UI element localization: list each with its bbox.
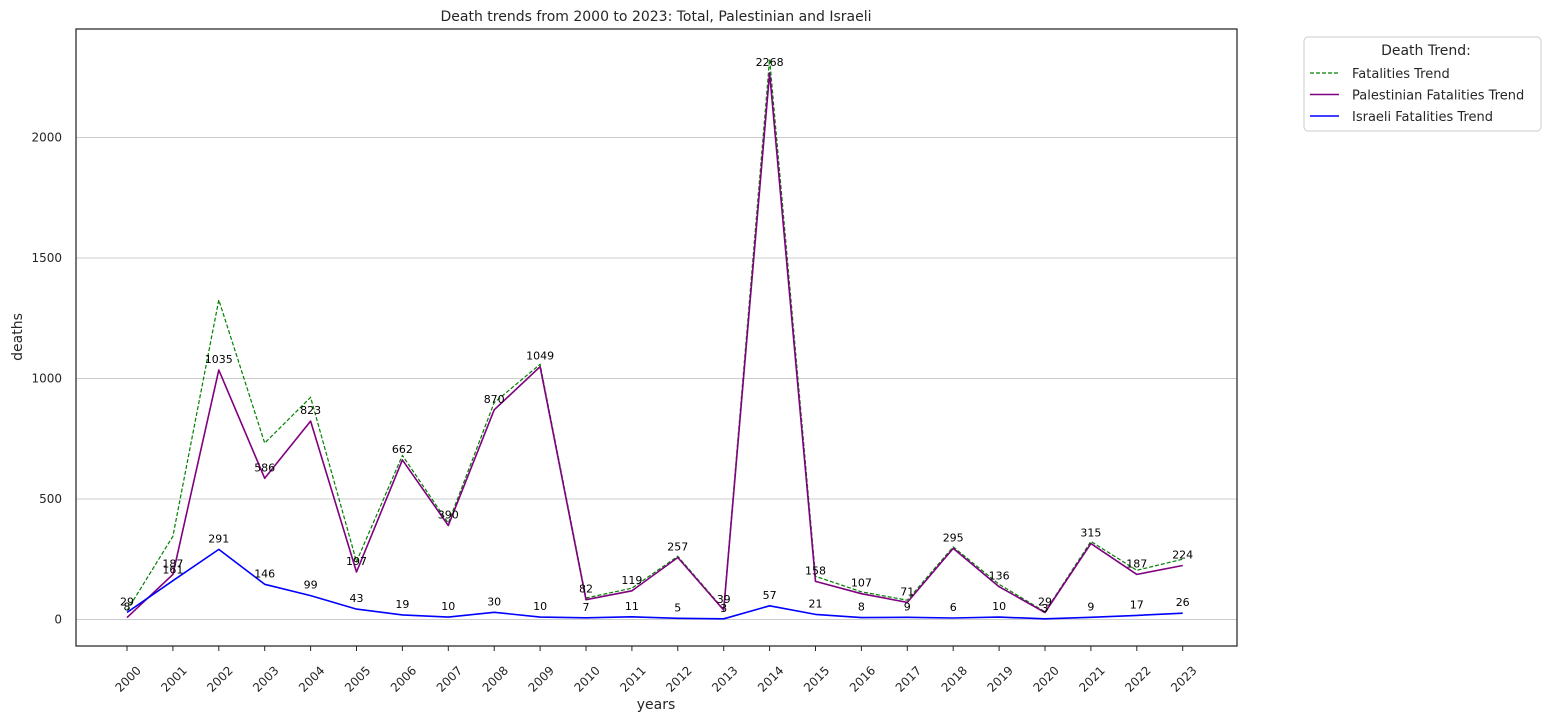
gridlines [76,136,1237,620]
chart-title: Death trends from 2000 to 2023: Total, P… [440,9,871,25]
data-label: 257 [667,541,688,554]
series-line-2 [126,548,1183,620]
x-tick-label: 2008 [480,663,511,694]
data-label: 9 [1087,600,1094,613]
data-label: 19 [395,598,409,611]
data-label: 1049 [526,350,554,363]
series-line-1 [126,72,1183,619]
data-label: 1035 [205,353,233,366]
x-tick-label: 2023 [1168,663,1199,694]
y-tick-label: 2000 [31,130,62,144]
x-tick-label: 2015 [801,663,832,694]
data-label: 8 [858,601,865,614]
data-labels: 8187103558682319766239087010498211925739… [120,56,1193,615]
data-label: 10 [533,600,547,613]
data-label: 187 [1126,557,1147,570]
data-label: 197 [346,555,367,568]
data-label: 870 [484,393,505,406]
data-label: 158 [805,564,826,577]
data-label: 291 [208,532,229,545]
x-tick-label: 2009 [526,663,557,694]
y-tick-label: 500 [39,492,62,506]
legend-entries: Fatalities Trend Palestinian Fatalities T… [1310,67,1524,125]
data-label: 6 [950,601,957,614]
series-lines [126,58,1183,620]
x-tick-label: 2022 [1122,663,1153,694]
data-label: 5 [674,601,681,614]
data-label: 39 [717,593,731,606]
y-tick-label: 1500 [31,251,62,265]
x-axis-title: years [637,697,676,713]
data-label: 82 [579,583,593,596]
data-label: 7 [583,601,590,614]
data-label: 99 [304,579,318,592]
x-tick-label: 2014 [755,663,786,694]
data-label: 26 [1176,596,1190,609]
data-label: 136 [989,570,1010,583]
legend: Death Trend: Fatalities Trend Palestinian… [1303,36,1542,132]
data-label: 224 [1172,549,1193,562]
data-label: 29 [120,595,134,608]
data-label: 187 [162,557,183,570]
x-tick-label: 2017 [893,663,924,694]
data-label: 390 [438,508,459,521]
x-tick-label: 2000 [112,663,143,694]
data-label: 11 [625,600,639,613]
data-label: 662 [392,443,413,456]
x-tick-label: 2003 [250,663,281,694]
x-tick-label: 2001 [158,663,189,694]
x-tick-label: 2012 [663,663,694,694]
data-label: 315 [1080,527,1101,540]
data-label: 2268 [756,56,784,69]
data-label: 17 [1130,598,1144,611]
x-tick-label: 2019 [985,663,1016,694]
y-tick-label: 0 [54,612,62,626]
legend-box [1303,36,1542,132]
x-tick-label: 2007 [434,663,465,694]
data-label: 10 [992,600,1006,613]
data-label: 3 [720,602,727,615]
legend-entry-label: Fatalities Trend [1352,67,1450,82]
data-label: 823 [300,404,321,417]
data-label: 57 [763,589,777,602]
legend-entry-label: Israeli Fatalities Trend [1352,110,1493,125]
data-label: 43 [350,592,364,605]
x-tick-label: 2013 [709,663,740,694]
data-label: 107 [851,577,872,590]
data-label: 119 [621,574,642,587]
data-label: 30 [487,595,501,608]
x-tick-label: 2006 [388,663,419,694]
y-tick-label: 1000 [31,371,62,385]
x-tick-label: 2002 [204,663,235,694]
x-tick-label: 2010 [571,663,602,694]
x-axis-ticks: 2000 2001 2002 2003 2004 2005 2006 2007 2008 2009… [112,646,1200,695]
y-axis-title: deaths [10,313,26,361]
y-axis-ticks: 0 500 1000 1500 2000 [31,130,62,626]
x-tick-label: 2004 [296,663,327,694]
x-tick-label: 2011 [617,663,648,694]
data-label: 10 [441,600,455,613]
x-tick-label: 2018 [939,663,970,694]
data-label: 295 [943,531,964,544]
data-label: 586 [254,461,275,474]
legend-title: Death Trend: [1381,43,1471,59]
x-tick-label: 2016 [847,663,878,694]
series-line-0 [126,58,1183,613]
data-label: 21 [809,597,823,610]
data-label: 161 [162,564,183,577]
x-tick-label: 2005 [342,663,373,694]
data-label: 8 [124,601,131,614]
data-label: 71 [900,585,914,598]
x-tick-label: 2021 [1076,663,1107,694]
data-label: 3 [1042,602,1049,615]
plot-area [75,28,1238,647]
legend-entry-label: Palestinian Fatalities Trend [1352,89,1524,104]
data-label: 146 [254,567,275,580]
data-label: 9 [904,600,911,613]
data-label: 29 [1038,595,1052,608]
x-tick-label: 2020 [1030,663,1061,694]
